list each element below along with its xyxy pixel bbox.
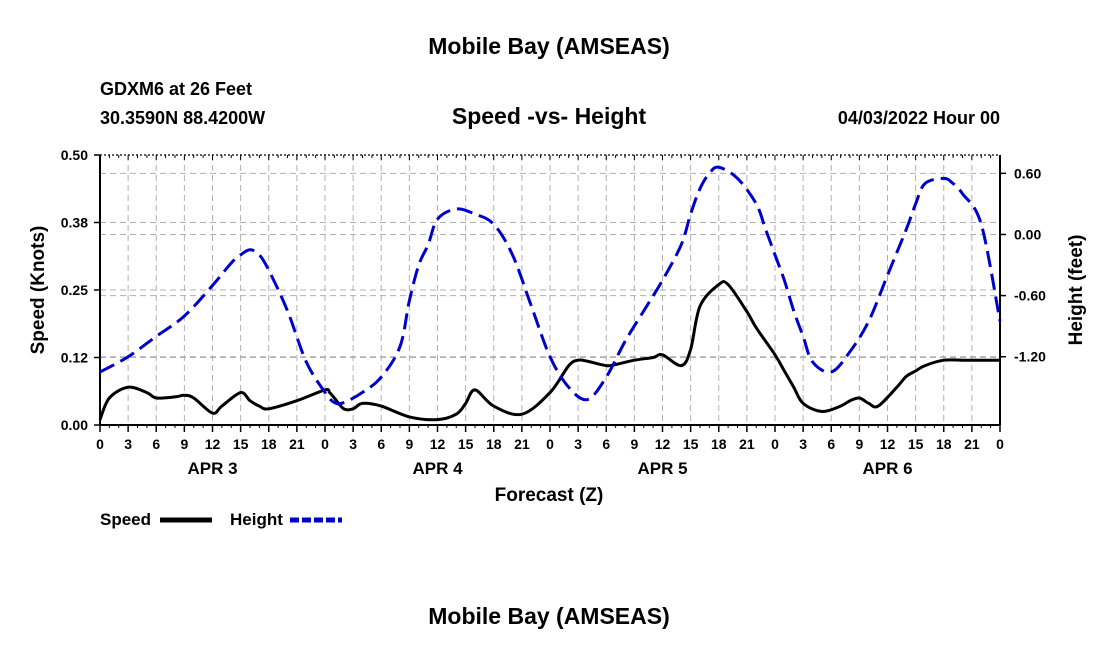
day-label: APR 5: [637, 459, 687, 478]
x-tick-label: 0: [546, 436, 554, 452]
x-tick-label: 6: [602, 436, 610, 452]
x-tick-label: 9: [630, 436, 638, 452]
y2-tick-label: 0.60: [1014, 165, 1041, 181]
x-tick-label: 9: [855, 436, 863, 452]
y2-tick-label: -1.20: [1014, 349, 1046, 365]
x-tick-label: 9: [405, 436, 413, 452]
x-tick-label: 15: [908, 436, 924, 452]
x-tick-label: 0: [96, 436, 104, 452]
x-tick-label: 9: [180, 436, 188, 452]
y-tick-label: 0.12: [61, 350, 88, 366]
legend-height-label: Height: [230, 510, 283, 529]
plot-title: Speed -vs- Height: [452, 103, 647, 129]
x-tick-label: 6: [827, 436, 835, 452]
repeated-title: Mobile Bay (AMSEAS): [428, 603, 670, 629]
y-tick-label: 0.38: [61, 215, 88, 231]
x-tick-label: 21: [739, 436, 755, 452]
x-tick-label: 21: [514, 436, 530, 452]
day-label: APR 3: [187, 459, 237, 478]
x-tick-label: 12: [880, 436, 896, 452]
y-tick-label: 0.50: [61, 147, 88, 163]
x-tick-label: 0: [321, 436, 329, 452]
x-axis-title: Forecast (Z): [495, 485, 604, 506]
run-time-label: 04/03/2022 Hour 00: [838, 108, 1000, 128]
axes: [94, 154, 1006, 432]
y2-tick-label: -0.60: [1014, 288, 1046, 304]
axis-labels: 0 3 6 9 12 15 18 21 0 3 6 9 12 15 18 21 0 3 6 9 12 15 18 21 0 3 6 9…: [61, 147, 1046, 478]
x-tick-label: 6: [377, 436, 385, 452]
x-tick-label: 0: [996, 436, 1004, 452]
main-title: Mobile Bay (AMSEAS): [428, 33, 670, 59]
legend-speed-label: Speed: [100, 510, 151, 529]
x-tick-label: 12: [655, 436, 671, 452]
x-tick-label: 21: [964, 436, 980, 452]
x-tick-label: 18: [936, 436, 952, 452]
x-tick-label: 21: [289, 436, 305, 452]
x-tick-label: 15: [683, 436, 699, 452]
x-tick-label: 15: [458, 436, 474, 452]
y-tick-label: 0.00: [61, 417, 88, 433]
x-tick-label: 12: [205, 436, 221, 452]
y2-axis-title: Height (feet): [1066, 235, 1087, 346]
x-tick-label: 0: [771, 436, 779, 452]
y2-tick-label: 0.00: [1014, 226, 1041, 242]
y-axis-title: Speed (Knots): [28, 226, 49, 355]
data-series: [98, 165, 1002, 422]
y-tick-label: 0.25: [61, 282, 88, 298]
day-label: APR 4: [412, 459, 463, 478]
x-tick-label: 3: [349, 436, 357, 452]
day-label: APR 6: [862, 459, 912, 478]
x-tick-label: 12: [430, 436, 446, 452]
grid-lines: [100, 155, 1000, 425]
x-tick-label: 6: [152, 436, 160, 452]
x-tick-label: 18: [486, 436, 502, 452]
x-tick-label: 18: [261, 436, 277, 452]
station-label: GDXM6 at 26 Feet: [100, 79, 252, 99]
height-series-line: [99, 165, 1002, 406]
x-tick-label: 3: [574, 436, 582, 452]
speed-series-line: [98, 280, 1000, 422]
x-tick-label: 15: [233, 436, 249, 452]
legend: Speed Height: [100, 510, 342, 529]
x-tick-label: 3: [124, 436, 132, 452]
coordinates-label: 30.3590N 88.4200W: [100, 108, 265, 128]
x-tick-label: 18: [711, 436, 727, 452]
x-tick-label: 3: [799, 436, 807, 452]
